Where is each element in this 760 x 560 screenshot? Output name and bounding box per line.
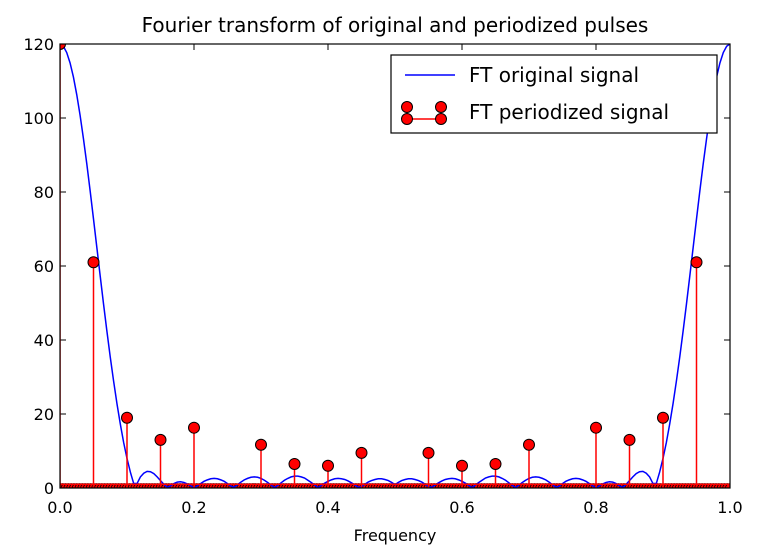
stem-marker — [590, 421, 602, 434]
y-tick-label: 80 — [34, 183, 54, 202]
x-tick-label: 0.8 — [583, 498, 608, 517]
legend-marker — [435, 101, 447, 113]
y-tick-label: 100 — [23, 109, 54, 128]
x-tick-label: 0.2 — [181, 498, 206, 517]
legend-label-periodized: FT periodized signal — [469, 100, 669, 124]
y-tick-label: 60 — [34, 257, 54, 276]
legend-marker — [401, 101, 413, 113]
stem-marker — [87, 256, 100, 269]
x-tick-label: 0.0 — [47, 498, 72, 517]
stem-marker — [355, 446, 368, 459]
x-axis-ticks: 0.0 0.2 0.4 0.6 0.8 1.0 — [47, 44, 743, 517]
stem-marker — [623, 433, 636, 446]
stem-marker — [523, 438, 535, 451]
stem-marker — [422, 446, 435, 459]
y-tick-label: 0 — [44, 479, 54, 498]
chart-title: Fourier transform of original and period… — [142, 13, 649, 37]
legend-label-original: FT original signal — [469, 63, 639, 87]
x-axis-label: Frequency — [354, 526, 437, 545]
stem-marker — [255, 438, 267, 451]
stem-marker — [690, 256, 703, 269]
stem-marker — [121, 411, 133, 424]
x-tick-label: 0.4 — [315, 498, 340, 517]
legend-marker — [435, 113, 447, 125]
ft-periodized-markers — [60, 44, 703, 472]
stem-marker — [657, 411, 669, 424]
stem-marker — [489, 457, 502, 470]
x-tick-label: 1.0 — [717, 498, 742, 517]
plot-frame — [59, 43, 731, 489]
stem-marker — [322, 459, 334, 472]
legend-marker — [401, 113, 413, 125]
y-tick-label: 120 — [23, 35, 54, 54]
legend: FT original signal FT periodized signal — [390, 54, 718, 134]
y-tick-label: 20 — [34, 405, 54, 424]
stem-marker — [288, 457, 301, 470]
stem-marker — [456, 459, 468, 472]
stem-marker — [60, 44, 66, 50]
x-tick-label: 0.6 — [449, 498, 474, 517]
stem-marker — [188, 421, 200, 434]
stem-marker — [154, 433, 167, 446]
plot-area — [60, 44, 730, 488]
y-tick-label: 40 — [34, 331, 54, 350]
